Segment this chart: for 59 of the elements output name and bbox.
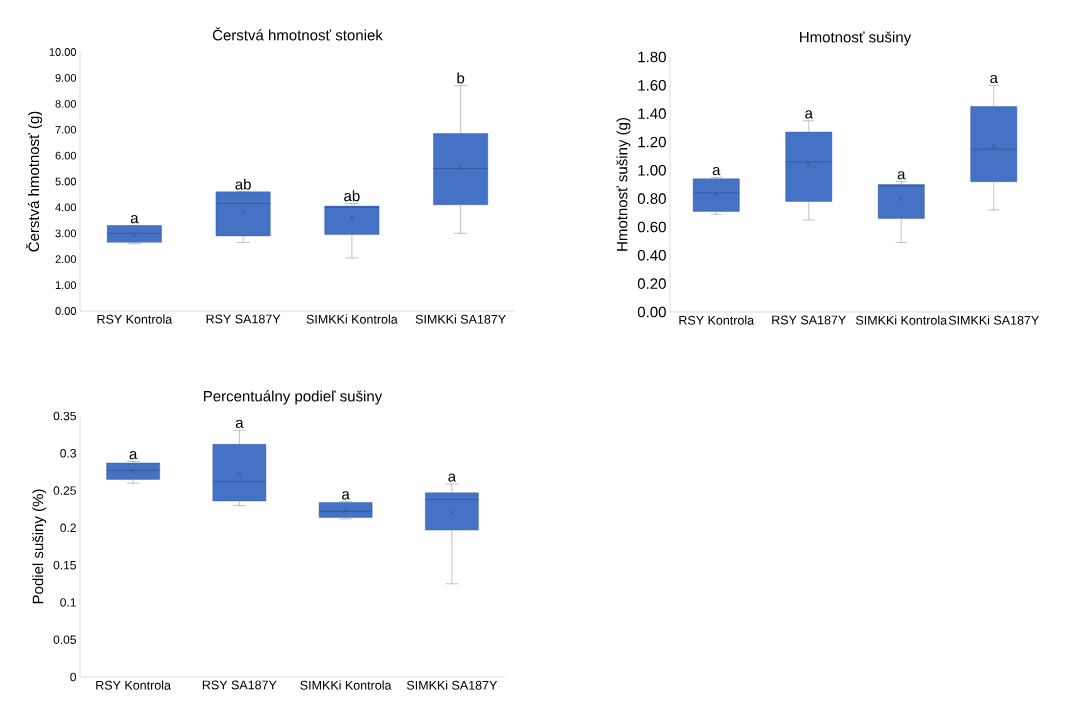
y-tick-label: 0.60 — [637, 221, 666, 233]
y-tick-label: 0.80 — [637, 193, 666, 204]
y-tick-label: 0.3 — [60, 449, 76, 458]
y-tick-label: 0.1 — [60, 598, 76, 607]
y-tick-label: 1.80 — [638, 51, 666, 63]
x-tick-label: SIMKKi Kontrola — [855, 315, 948, 325]
y-tick-label: 8.00 — [55, 99, 77, 108]
y-tick-label: 1.00 — [638, 165, 666, 176]
x-tick-label: SIMKKi Kontrola — [306, 314, 398, 324]
y-tick-label: 0.00 — [637, 306, 666, 318]
x-tick-label: RSY SA187Y — [206, 314, 281, 324]
annotation: a — [130, 215, 139, 224]
annotation: a — [712, 167, 721, 176]
x-tick-label: SIMKKi SA187Y — [415, 314, 506, 324]
y-tick-label: 9.00 — [55, 74, 77, 82]
y-tick-label: 6.00 — [55, 151, 77, 160]
y-tick-label: 0.20 — [637, 278, 666, 289]
x-tick-label: RSY Kontrola — [97, 314, 173, 324]
y-tick-label: 3.00 — [55, 229, 77, 238]
y-tick-label: 0.40 — [637, 250, 666, 261]
x-tick-label: RSY Kontrola — [96, 680, 171, 690]
x-tick-label: RSY Kontrola — [679, 315, 755, 325]
chart-title: Percentuálny podieľ sušiny — [203, 390, 383, 405]
y-tick-label: 0.35 — [53, 411, 76, 421]
annotation: a — [805, 110, 813, 119]
y-tick-label: 7.00 — [55, 125, 77, 134]
y-tick-label: 0.00 — [55, 307, 77, 315]
x-tick-label: SIMKKi SA187Y — [406, 680, 498, 690]
annotation: a — [129, 451, 138, 460]
y-tick-label: 0.05 — [53, 635, 76, 644]
annotation: a — [235, 419, 244, 428]
y-axis-title: Podiel sušiny (%) — [32, 489, 47, 604]
x-tick-label: SIMKKi SA187Y — [948, 315, 1039, 325]
y-tick-label: 1.20 — [638, 136, 666, 148]
annotation: a — [897, 171, 906, 180]
annotation: a — [342, 491, 350, 500]
y-tick-label: 0 — [70, 672, 77, 682]
annotation: b — [457, 72, 465, 84]
chart-title: Hmotnosť sušiny — [800, 31, 912, 46]
y-tick-label: 4.00 — [55, 203, 77, 212]
annotation: a — [990, 74, 998, 84]
y-axis-title: Čerstvá hmotnosť (g) — [25, 111, 43, 252]
y-tick-label: 0.15 — [53, 560, 76, 570]
y-tick-label: 2.00 — [55, 255, 77, 264]
y-tick-label: 1.00 — [55, 281, 77, 289]
annotation: ab — [344, 190, 360, 202]
x-tick-label: SIMKKi Kontrola — [300, 680, 392, 690]
y-tick-label: 10.00 — [49, 48, 77, 56]
y-axis-title: Hmotnosť sušiny (g) — [616, 118, 631, 251]
x-tick-label: RSY SA187Y — [202, 680, 277, 690]
y-tick-label: 5.00 — [55, 177, 77, 186]
y-tick-label: 0.2 — [60, 523, 76, 533]
y-tick-label: 1.60 — [638, 80, 666, 91]
annotation: ab — [235, 178, 251, 190]
y-tick-label: 1.40 — [638, 108, 666, 119]
y-tick-label: 0.25 — [53, 486, 76, 495]
chart-title: Čerstvá hmotnosť stoniek — [212, 27, 383, 41]
annotation: a — [448, 473, 457, 482]
x-tick-label: RSY SA187Y — [772, 315, 846, 325]
